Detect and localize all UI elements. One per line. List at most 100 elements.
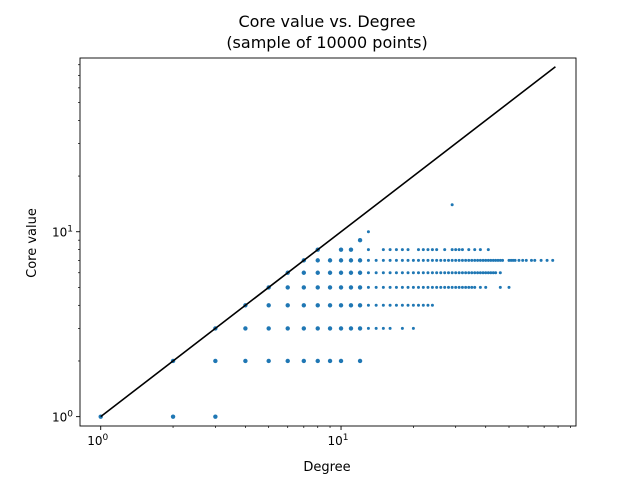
scatter-point: [435, 285, 439, 289]
scatter-point: [388, 271, 392, 275]
scatter-point: [327, 326, 333, 331]
scatter-point: [430, 303, 434, 307]
axes: 100 101 100 101: [52, 57, 577, 448]
scatter-point: [301, 326, 307, 331]
scatter-point: [381, 326, 385, 330]
scatter-point: [484, 258, 488, 262]
scatter-point: [388, 285, 392, 289]
scatter-point: [243, 358, 248, 364]
scatter-point: [406, 271, 410, 275]
scatter-point: [388, 326, 392, 330]
scatter-point: [338, 258, 344, 263]
scatter-point: [315, 270, 320, 275]
scatter-point: [416, 271, 420, 275]
scatter-point: [366, 258, 370, 262]
scatter-point: [426, 303, 430, 307]
scatter-point: [374, 285, 378, 289]
scatter-point: [400, 303, 404, 307]
scatter-point: [450, 285, 454, 289]
chart-subtitle: (sample of 10000 points): [226, 33, 427, 52]
scatter-point: [406, 303, 410, 307]
scatter-point: [454, 258, 458, 262]
scatter-point: [457, 248, 461, 252]
scatter-point: [457, 271, 461, 275]
scatter-point: [489, 258, 493, 262]
scatter-point: [454, 248, 458, 252]
scatter-point: [301, 270, 307, 275]
scatter-point: [285, 285, 290, 290]
scatter-point: [366, 285, 370, 289]
scatter-point: [170, 414, 176, 419]
scatter-point: [507, 258, 511, 262]
scatter-point: [348, 303, 354, 308]
scatter-point: [374, 258, 378, 262]
scatter-point: [473, 258, 477, 262]
scatter-point: [464, 258, 468, 262]
scatter-point: [491, 258, 495, 262]
scatter-point: [411, 285, 415, 289]
scatter-point: [394, 271, 398, 275]
scatter-point: [285, 303, 290, 308]
scatter-point: [460, 248, 464, 252]
scatter-point: [457, 285, 461, 289]
scatter-point: [467, 248, 471, 252]
scatter-point: [315, 326, 320, 331]
scatter-point: [498, 258, 502, 262]
scatter-point: [426, 258, 430, 262]
scatter-point: [439, 258, 443, 262]
scatter-point: [439, 285, 443, 289]
scatter-point: [357, 270, 363, 275]
scatter-point: [521, 258, 525, 262]
scatter-point: [381, 271, 385, 275]
scatter-point: [507, 285, 511, 289]
scatter-point: [446, 285, 450, 289]
scatter-point: [213, 358, 218, 364]
scatter-point: [430, 258, 434, 262]
scatter-point: [266, 303, 271, 308]
scatter-point: [388, 248, 392, 252]
scatter-point: [366, 230, 370, 234]
scatter-point: [533, 258, 537, 262]
scatter-point: [327, 358, 333, 364]
scatter-point: [494, 258, 498, 262]
scatter-point: [421, 248, 425, 252]
scatter-point: [416, 258, 420, 262]
scatter-point: [478, 285, 482, 289]
scatter-point: [486, 248, 490, 252]
scatter-point: [406, 248, 410, 252]
scatter-point: [315, 358, 320, 364]
scatter-point: [467, 271, 471, 275]
scatter-point: [357, 358, 363, 364]
scatter-point: [301, 303, 307, 308]
scatter-point: [496, 258, 500, 262]
y-tick-label: 101: [52, 225, 73, 240]
scatter-point: [348, 285, 354, 290]
scatter-point: [338, 285, 344, 290]
scatter-point: [460, 271, 464, 275]
scatter-point: [348, 258, 354, 263]
scatter-point: [478, 248, 482, 252]
scatter-point: [430, 285, 434, 289]
scatter-point: [394, 258, 398, 262]
scatter-point: [484, 285, 488, 289]
scatter-point: [524, 258, 528, 262]
y-tick-label: 100: [52, 410, 73, 425]
scatter-point: [501, 258, 505, 262]
scatter-point: [460, 258, 464, 262]
scatter-point: [446, 271, 450, 275]
scatter-point: [381, 303, 385, 307]
scatter-point: [366, 303, 370, 307]
scatter-point: [539, 258, 543, 262]
scatter-point: [450, 248, 454, 252]
x-axis-label: Degree: [303, 460, 350, 475]
scatter-point: [476, 258, 480, 262]
scatter-point: [381, 248, 385, 252]
scatter-point: [421, 258, 425, 262]
scatter-point: [348, 270, 354, 275]
scatter-point: [301, 285, 307, 290]
scatter-point: [426, 248, 430, 252]
scatter-point: [443, 285, 447, 289]
scatter-point: [545, 258, 549, 262]
scatter-point: [315, 285, 320, 290]
